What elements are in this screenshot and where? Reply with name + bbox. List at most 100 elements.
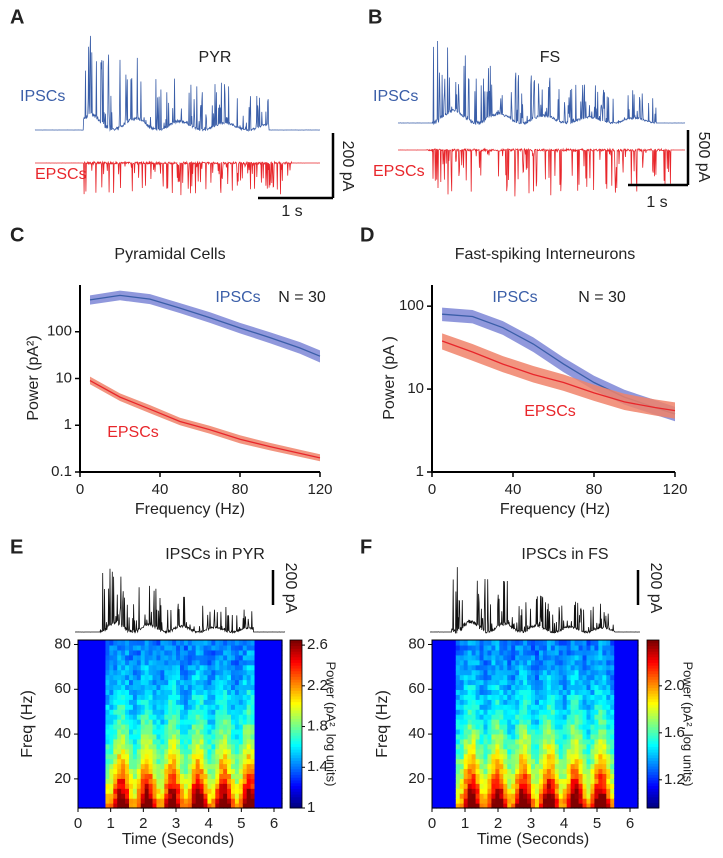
plot-frame <box>77 639 283 809</box>
heatmap-cell <box>578 684 584 691</box>
heatmap-cell <box>610 743 615 750</box>
heatmap-cell <box>523 798 528 804</box>
heatmap-cell <box>546 798 552 804</box>
heatmap-cell <box>93 644 99 651</box>
heatmap-cell <box>459 719 465 725</box>
heatmap-cell <box>606 704 611 710</box>
heatmap-cell <box>132 793 138 799</box>
heatmap-cell <box>562 763 568 770</box>
heatmap-cell <box>113 748 118 755</box>
heatmap-cell <box>447 768 453 775</box>
heatmap-cell <box>144 763 150 770</box>
heatmap-cell <box>487 649 493 656</box>
heatmap-cell <box>187 783 193 789</box>
heatmap-cell <box>168 728 173 735</box>
heatmap-cell <box>432 699 437 705</box>
heatmap-cell <box>231 773 236 779</box>
heatmap-cell <box>278 793 283 799</box>
heatmap-cell <box>152 793 158 799</box>
heatmap-cell <box>148 649 154 656</box>
heatmap-cell <box>152 664 158 671</box>
heatmap-cell <box>590 733 596 740</box>
heatmap-cell <box>234 768 240 775</box>
heatmap-cell <box>503 733 508 740</box>
heatmap-cell <box>136 719 142 725</box>
heatmap-cell <box>550 659 556 666</box>
heatmap-cell <box>459 768 465 775</box>
heatmap-cell <box>144 714 150 720</box>
heatmap-cell <box>515 664 520 671</box>
heatmap-cell <box>626 788 631 794</box>
heatmap-cell <box>542 733 548 740</box>
heatmap-cell <box>459 640 465 646</box>
heatmap-cell <box>562 768 568 775</box>
heatmap-cell <box>219 773 224 779</box>
heatmap-cell <box>507 709 512 715</box>
heatmap-cell <box>191 733 197 740</box>
heatmap-cell <box>523 664 528 671</box>
heatmap-cell <box>499 778 504 784</box>
heatmap-cell <box>455 709 461 715</box>
colorbar-tick-label: 1.8 <box>307 718 328 735</box>
colorbar-cell <box>290 760 302 764</box>
heatmap-cell <box>519 694 524 700</box>
heatmap-cell <box>187 679 193 686</box>
heatmap-cell <box>136 798 142 804</box>
heatmap-cell <box>183 738 189 745</box>
heatmap-cell <box>459 649 465 656</box>
heatmap-cell <box>598 689 603 695</box>
heatmap-cell <box>85 719 91 725</box>
heatmap-cell <box>199 783 205 789</box>
heatmap-cell <box>156 674 161 681</box>
heatmap-cell <box>254 689 260 695</box>
heatmap-cell <box>471 654 477 661</box>
heatmap-cell <box>455 704 461 710</box>
heatmap-cell <box>219 669 224 676</box>
heatmap-cell <box>183 743 189 750</box>
heatmap-cell <box>191 684 197 691</box>
heatmap-cell <box>467 793 473 799</box>
heatmap-cell <box>78 699 83 705</box>
heatmap-cell <box>113 649 118 656</box>
heatmap-cell <box>223 768 228 775</box>
heatmap-cell <box>503 669 508 676</box>
heatmap-cell <box>618 674 623 681</box>
heatmap-cell <box>630 768 635 775</box>
x-tick-label: 4 <box>204 815 212 832</box>
heatmap-cell <box>455 753 461 760</box>
trace <box>75 568 286 634</box>
heatmap-cell <box>195 783 201 789</box>
heatmap-cell <box>507 659 512 666</box>
heatmap-cell <box>602 689 607 695</box>
heatmap-cell <box>117 709 122 715</box>
heatmap-cell <box>176 684 181 691</box>
heatmap-cell <box>223 679 228 686</box>
heatmap-cell <box>234 733 240 740</box>
heatmap-cell <box>602 798 607 804</box>
heatmap-cell <box>558 659 564 666</box>
heatmap-cell <box>113 753 118 760</box>
heatmap-cell <box>455 788 461 794</box>
heatmap-cell <box>113 709 118 715</box>
heatmap-cell <box>121 649 126 656</box>
heatmap-cell <box>160 773 165 779</box>
heatmap-cell <box>467 733 473 740</box>
heatmap-cell <box>435 699 441 705</box>
heatmap-cell <box>606 654 611 661</box>
heatmap-cell <box>262 644 267 651</box>
heatmap-cell <box>199 753 205 760</box>
heatmap-cell <box>439 684 445 691</box>
heatmap-cell <box>634 743 639 750</box>
heatmap-cell <box>519 783 524 789</box>
heatmap-cell <box>136 659 142 666</box>
heatmap-cell <box>242 704 248 710</box>
heatmap-cell <box>234 788 240 794</box>
heatmap-cell <box>634 684 639 691</box>
heatmap-cell <box>475 728 481 735</box>
heatmap-cell <box>93 753 99 760</box>
heatmap-cell <box>562 664 568 671</box>
heatmap-cell <box>270 773 275 779</box>
heatmap-cell <box>606 803 611 809</box>
heatmap-cell <box>602 743 607 750</box>
heatmap-cell <box>246 798 252 804</box>
